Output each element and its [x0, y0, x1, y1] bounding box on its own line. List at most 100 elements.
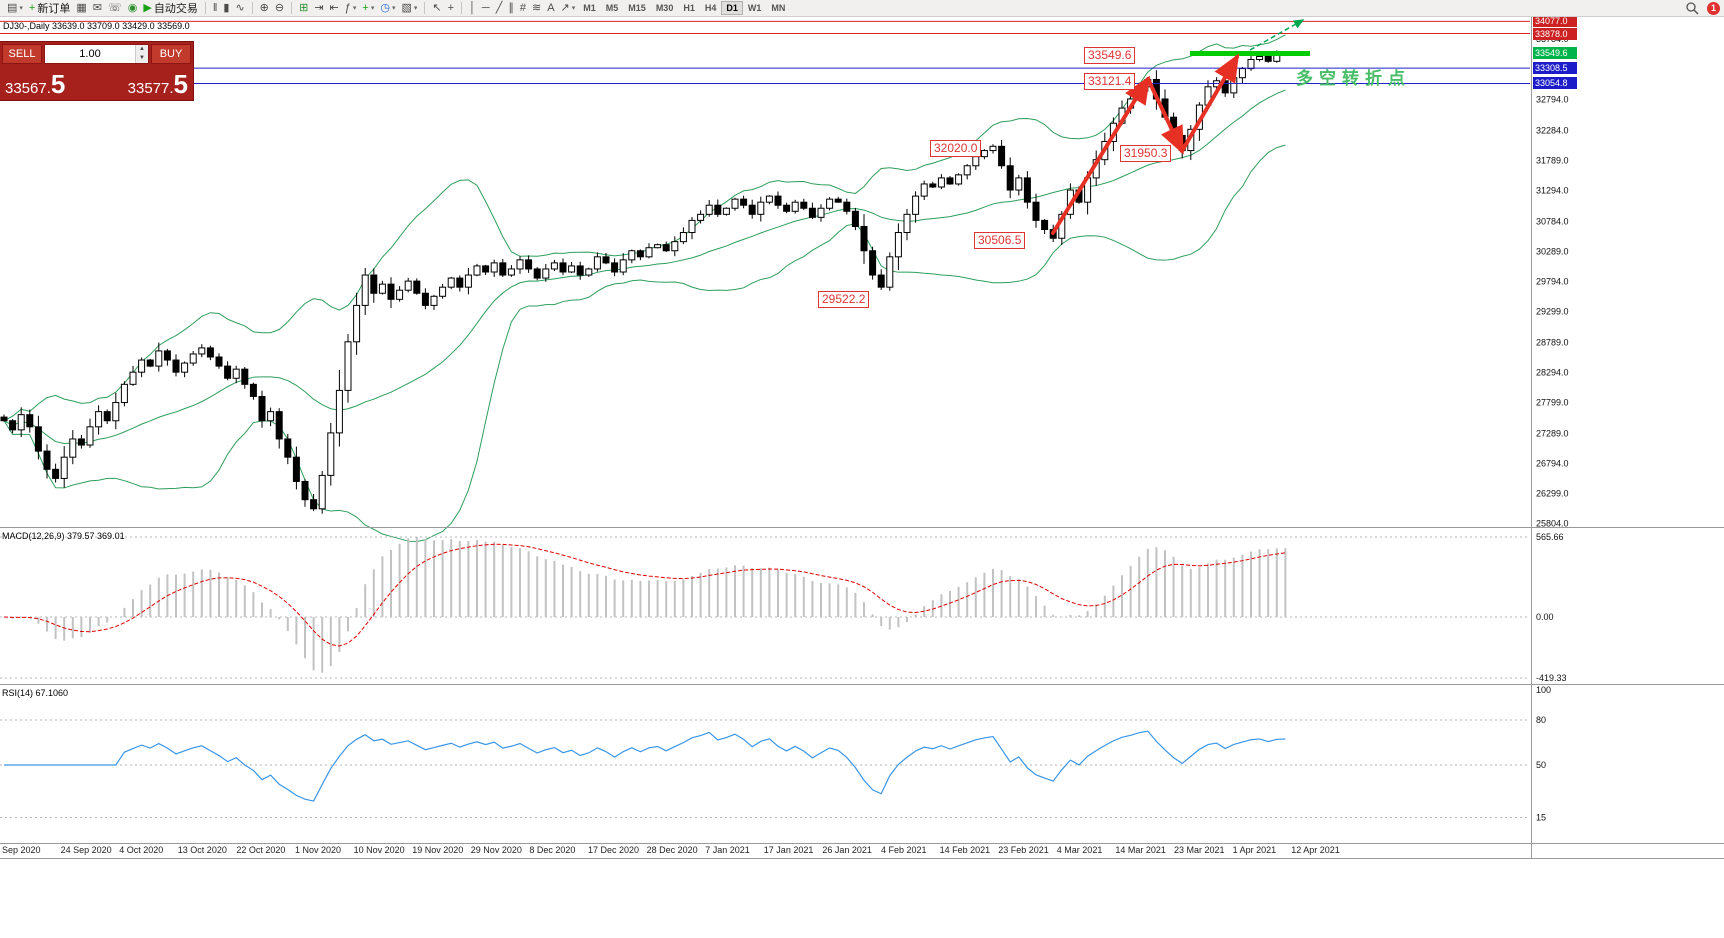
andrews-pitchfork-icon[interactable]: # [517, 1, 529, 16]
price-tick-label: 27289.0 [1536, 429, 1569, 439]
indicators-icon[interactable]: ƒ ▾ [342, 1, 360, 16]
timeframe-button-w1[interactable]: W1 [747, 3, 762, 13]
charts-window-icon-glyph: ▤ [7, 1, 18, 14]
timeframe-button-h4[interactable]: H4 [704, 3, 717, 13]
fibonacci-icon[interactable]: ≋ [529, 1, 544, 16]
price-tick-label: 28789.0 [1536, 337, 1569, 347]
price-annotation-flag: 29522.2 [818, 291, 870, 308]
tick-chart-icon-glyph: ▦ [76, 1, 87, 14]
timeframe-button-mn[interactable]: MN [771, 3, 786, 13]
time-axis-label: 24 Sep 2020 [60, 845, 112, 855]
vertical-line-icon[interactable]: │ [466, 1, 479, 16]
volume-up-button[interactable]: ▲ [136, 45, 148, 54]
toolbar-separator [204, 2, 206, 14]
dropdown-caret-icon: ▾ [352, 5, 357, 12]
line-chart-type-icon[interactable]: ∿ [232, 1, 247, 16]
buy-button[interactable]: BUY [151, 44, 191, 64]
rsi-scale-label: 15 [1536, 813, 1546, 823]
candlestick-type-icon[interactable]: ▮ [220, 1, 232, 16]
dropdown-caret-icon: ▾ [413, 5, 418, 12]
add-indicator-icon-glyph: + [362, 1, 369, 14]
volume-input[interactable] [45, 45, 135, 63]
time-axis-label: 4 Mar 2021 [1056, 845, 1103, 855]
price-tick-label: 30289.0 [1536, 246, 1569, 256]
search-icon[interactable] [1682, 1, 1702, 16]
time-axis-label: 12 Apr 2021 [1291, 845, 1340, 855]
new-order-button[interactable]: + 新订单 [26, 1, 73, 16]
add-indicator-icon[interactable]: + ▾ [359, 1, 377, 16]
buy-price-pip: 5 [173, 69, 188, 99]
alerts-icon[interactable]: ◉ [125, 1, 141, 16]
timeframe-button-m5[interactable]: M5 [605, 3, 619, 13]
price-annotation-flag: 31950.3 [1120, 145, 1172, 162]
macd-scale-label: 0.00 [1536, 612, 1554, 622]
rsi-scale-label: 50 [1536, 760, 1546, 770]
time-axis-label: 1 Apr 2021 [1232, 845, 1277, 855]
periods-icon[interactable]: ◷ ▾ [377, 1, 398, 16]
trendline-icon[interactable]: ╱ [493, 1, 506, 16]
price-tick-label: 29794.0 [1536, 276, 1569, 286]
price-tag: 33308.5 [1533, 62, 1577, 75]
price-tag: 33878.0 [1533, 27, 1577, 40]
timeframe-button-m1[interactable]: M1 [583, 3, 596, 13]
cursor-icon[interactable]: ↖ [429, 1, 444, 16]
auto-trading-button-glyph: ▶ [143, 1, 152, 14]
alerts-icon-glyph: ◉ [127, 1, 138, 14]
price-tick-label: 29299.0 [1536, 307, 1569, 317]
zoom-in-icon[interactable]: ⊕ [257, 1, 272, 16]
timeframe-button-d1[interactable]: D1 [721, 1, 743, 15]
time-axis-label: 7 Jan 2021 [705, 845, 750, 855]
sell-button[interactable]: SELL [2, 44, 42, 64]
timeframe-button-m30[interactable]: M30 [655, 3, 674, 13]
magnifier-glyph [1686, 2, 1699, 15]
time-axis-label: 17 Dec 2020 [588, 845, 640, 855]
chart-title: DJ30-,Daily 33639.0 33709.0 33429.0 3356… [3, 21, 190, 31]
time-axis-label: 22 Oct 2020 [236, 845, 286, 855]
toolbar-separator [461, 2, 463, 14]
price-tag: 33549.6 [1533, 47, 1577, 60]
cursor-icon-glyph: ↖ [432, 1, 442, 14]
macd-scale-label: 565.66 [1536, 532, 1564, 542]
price-annotation-flag: 30506.5 [974, 232, 1026, 249]
zoom-out-icon[interactable]: ⊖ [272, 1, 287, 16]
new-order-button-glyph: + [28, 1, 36, 14]
price-tick-label: 31789.0 [1536, 155, 1569, 165]
auto-scroll-icon[interactable]: ⇥ [311, 1, 326, 16]
timeframe-button-m15[interactable]: M15 [628, 3, 646, 13]
templates-icon[interactable]: ▧ ▾ [398, 1, 420, 16]
text-label-icon[interactable]: A [544, 1, 557, 16]
horizontal-line-icon[interactable]: ─ [479, 1, 493, 16]
line-chart-type-icon-glyph: ∿ [235, 1, 245, 14]
periods-icon-glyph: ◷ [380, 1, 390, 14]
time-axis-label: Sep 2020 [2, 845, 41, 855]
timeframe-button-h1[interactable]: H1 [683, 3, 695, 13]
channel-icon[interactable]: ∥ [505, 1, 517, 16]
crosshair-icon[interactable]: + [445, 1, 457, 16]
chat-icon[interactable]: ☏ [105, 1, 125, 16]
bar-chart-type-icon[interactable]: ǁ [210, 1, 221, 16]
time-axis-label: 4 Oct 2020 [119, 845, 164, 855]
notification-badge[interactable]: 1 [1707, 1, 1720, 15]
auto-scroll-icon-glyph: ⇥ [314, 1, 324, 14]
time-axis-label: 10 Nov 2020 [353, 845, 405, 855]
price-tick-label: 28294.0 [1536, 368, 1569, 378]
bar-chart-type-icon-glyph: ǁ [212, 1, 218, 14]
tile-windows-icon[interactable]: ⊞ [296, 1, 311, 16]
news-icon[interactable]: ✉ [90, 1, 105, 16]
time-axis-label: 1 Nov 2020 [295, 845, 342, 855]
price-tick-label: 30784.0 [1536, 216, 1569, 226]
auto-trading-button[interactable]: ▶ 自动交易 [140, 1, 200, 16]
sell-price: 33567.5 [5, 71, 65, 98]
arrows-tool-icon[interactable]: ↗ ▾ [558, 1, 579, 16]
chart-shift-icon[interactable]: ⇤ [327, 1, 342, 16]
charts-window-icon[interactable]: ▤ ▾ [4, 1, 26, 16]
tick-chart-icon[interactable]: ▦ [73, 1, 89, 16]
trendline-icon-glyph: ╱ [495, 1, 503, 14]
dropdown-caret-icon: ▾ [19, 5, 23, 12]
andrews-pitchfork-icon-glyph: # [519, 1, 526, 14]
price-tick-label: 25804.0 [1536, 519, 1569, 529]
price-tag: 34077.0 [1533, 15, 1577, 28]
volume-down-button[interactable]: ▼ [136, 54, 148, 63]
